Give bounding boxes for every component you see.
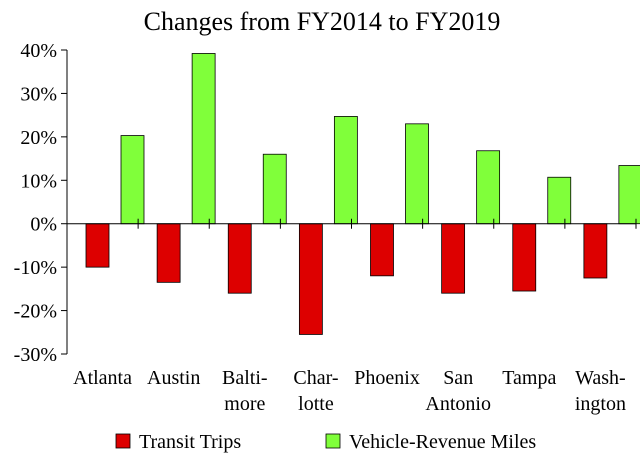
vehicle-revenue-miles-bar xyxy=(405,123,429,225)
category-labels: Atlanta Austin Balti-more Char-lotte Phoenix… xyxy=(73,367,626,415)
legend-label: Vehicle-Revenue Miles xyxy=(349,431,536,453)
y-axis: -30% -20% -10% 0% 10% 20% 30% 40% xyxy=(14,40,68,366)
y-tick-label: 20% xyxy=(20,127,57,149)
transit-trips-bar xyxy=(512,223,537,292)
chart-title: Changes from FY2014 to FY2019 xyxy=(144,7,501,36)
y-tick-label: -30% xyxy=(14,344,57,366)
legend-label: Transit Trips xyxy=(139,431,241,453)
transit-trips-bar xyxy=(298,223,323,335)
y-tick-label: 0% xyxy=(30,214,57,236)
x-axis xyxy=(66,218,637,229)
vehicle-revenue-miles-bar xyxy=(618,165,640,225)
vehicle-revenue-miles-bar xyxy=(333,116,358,225)
x-tick-label: Balti-more xyxy=(222,367,268,415)
transit-trips-bar xyxy=(156,223,181,283)
vehicle-revenue-miles-bar xyxy=(547,176,572,225)
transit-trips-bar xyxy=(85,223,110,268)
y-tick-label: -20% xyxy=(14,301,57,323)
vehicle-revenue-miles-bar xyxy=(476,150,501,225)
x-tick-label: Phoenix xyxy=(354,367,420,389)
y-tick-label: 30% xyxy=(20,83,57,105)
y-tick-label: 40% xyxy=(20,40,57,62)
x-tick-label: Tampa xyxy=(502,367,556,389)
transit-trips-bar xyxy=(370,223,394,277)
x-tick-label: Char-lotte xyxy=(293,367,338,415)
legend-swatch xyxy=(325,433,341,449)
legend: Transit Trips Vehicle-Revenue Miles xyxy=(115,431,536,453)
x-tick-label: Wash-ington xyxy=(575,367,626,415)
vehicle-revenue-miles-bar xyxy=(191,53,216,225)
legend-swatch xyxy=(115,433,131,449)
x-tick-label: Austin xyxy=(147,367,200,389)
y-tick-label: -10% xyxy=(14,257,57,279)
transit-trips-bar xyxy=(583,223,608,279)
vehicle-revenue-miles-bar xyxy=(120,135,145,225)
x-tick-label: San Antonio xyxy=(425,367,491,415)
vehicle-revenue-miles-bar xyxy=(262,153,287,225)
transit-trips-bar xyxy=(227,223,252,294)
y-tick-label: 10% xyxy=(20,170,57,192)
transit-trips-bar xyxy=(441,223,466,294)
x-tick-label: Atlanta xyxy=(73,367,132,389)
bars-group xyxy=(85,53,640,335)
